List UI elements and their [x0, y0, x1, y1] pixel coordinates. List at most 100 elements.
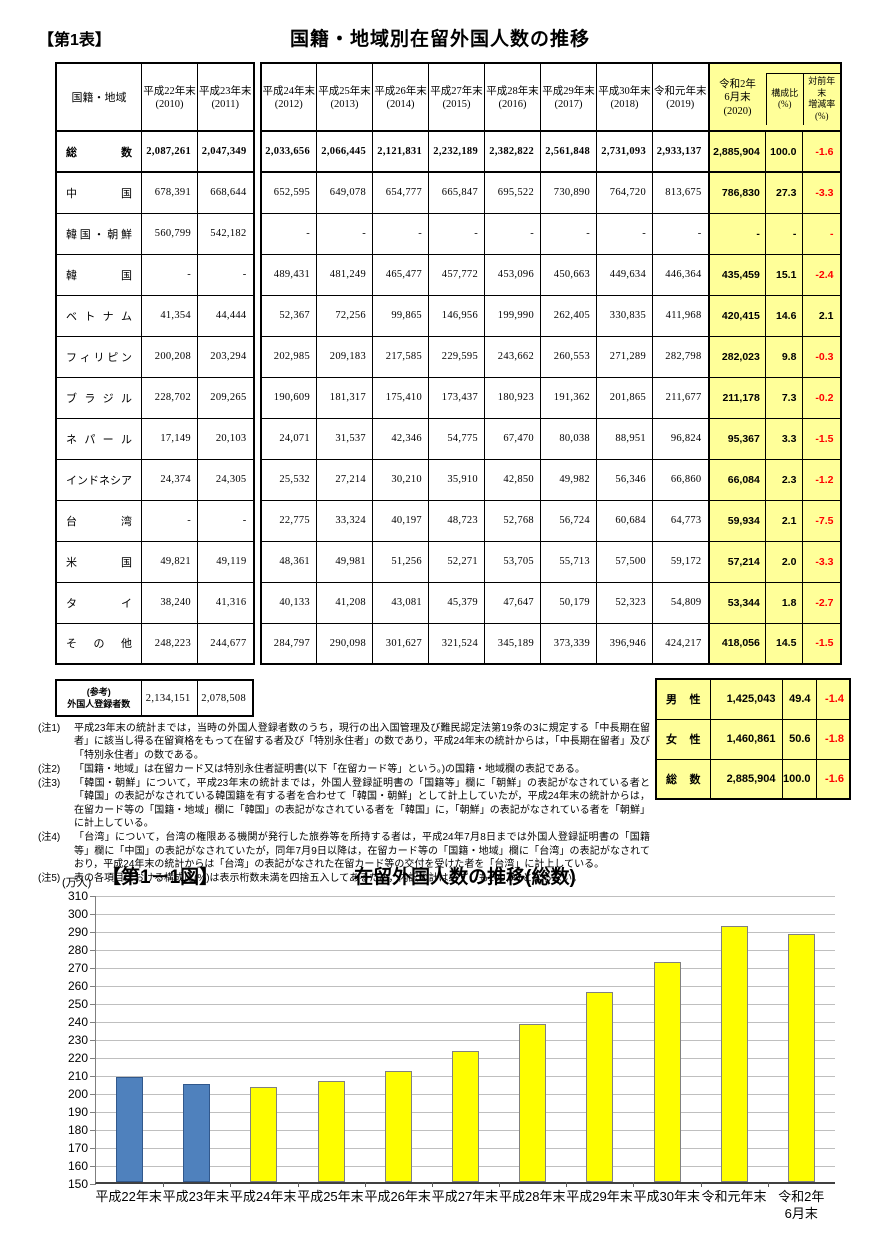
footnote-text: 「国籍・地域」は在留カード又は特別永住者証明書(以下「在留カード等」という。)の… — [74, 763, 585, 775]
year-column-header: 平成23年末 (2011) — [197, 62, 254, 132]
value-cell: 260,553 — [540, 335, 597, 378]
composition-ratio-cell: 9.8 — [764, 335, 804, 378]
y-axis-tick — [90, 1004, 96, 1005]
footnote-label: (注1) — [38, 723, 61, 734]
composition-ratio-cell: 2.3 — [764, 458, 804, 501]
value-cell: - — [316, 212, 373, 255]
y-axis-label: 190 — [67, 1105, 88, 1119]
value-cell: 199,990 — [484, 294, 541, 337]
region-name-cell: ブラジル — [55, 376, 142, 419]
chart-header: (万人) 【第1－1図】 在留外国人数の推移(総数) — [40, 862, 840, 890]
latest-value-cell: 59,934 — [707, 499, 766, 542]
year-column-header: 平成26年末 (2014) — [372, 62, 429, 132]
bar-slot — [365, 896, 432, 1182]
value-cell: 41,354 — [141, 294, 198, 337]
x-axis-tick — [163, 1182, 165, 1187]
value-cell: 35,910 — [428, 458, 485, 501]
bar-slot — [701, 896, 768, 1182]
y-axis-unit-label: (万人) — [62, 877, 92, 889]
gridline — [96, 1022, 835, 1023]
footnote-label: (注4) — [38, 832, 61, 844]
composition-ratio-header: 構成比 (%) — [771, 87, 799, 110]
gridline — [96, 1004, 835, 1005]
change-rate-cell: -1.5 — [802, 417, 841, 460]
change-rate-cell: -0.3 — [802, 335, 841, 378]
table-row: ----------- — [260, 212, 841, 255]
value-cell: 146,956 — [428, 294, 485, 337]
x-axis-label: 平成25年末 — [297, 1189, 364, 1204]
value-cell: 560,799 — [141, 212, 198, 255]
year-column-header: 令和元年末 (2019) — [652, 62, 709, 132]
gridline — [96, 1040, 835, 1041]
x-axis-label: 平成23年末 — [162, 1189, 230, 1204]
value-cell: 44,444 — [197, 294, 254, 337]
era-label: 平成22年末 — [143, 85, 196, 97]
x-axis-tick — [700, 1182, 702, 1187]
chart-bar — [720, 925, 748, 1182]
y-axis: 310 300 290 280 270 260 250 240 230 220 210 200 190 1… — [40, 889, 88, 1191]
value-cell: 396,946 — [596, 622, 653, 665]
table-row: 52,367 72,256 99,865 146,956 199,990 262,405 3… — [260, 294, 841, 337]
x-axis-label: 平成30年末 — [633, 1189, 700, 1204]
year-column-header: 平成27年末 (2015) — [428, 62, 485, 132]
change-rate-cell: -1.6 — [802, 130, 841, 173]
reference-label: (参考) 外国人登録者数 — [55, 679, 142, 717]
y-axis-label: 200 — [67, 1087, 88, 1101]
value-cell: 33,324 — [316, 499, 373, 542]
gender-label-cell: 女性 — [655, 718, 711, 760]
value-cell: 56,346 — [596, 458, 653, 501]
value-cell: 41,208 — [316, 581, 373, 624]
value-cell: 652,595 — [260, 171, 317, 214]
y-axis-tick — [90, 986, 96, 987]
year-column-header: 平成29年末 (2017) — [540, 62, 597, 132]
value-cell: 49,821 — [141, 540, 198, 583]
year-column-header: 平成25年末 (2013) — [316, 62, 373, 132]
value-cell: 24,071 — [260, 417, 317, 460]
bar-slot — [768, 896, 835, 1182]
composition-ratio-cell: 100.0 — [764, 130, 804, 173]
table-row: 2,033,656 2,066,445 2,121,831 2,232,189 2,38… — [260, 130, 841, 173]
composition-ratio-cell: 7.3 — [764, 376, 804, 419]
page-title: 国籍・地域別在留外国人数の推移 — [289, 29, 590, 50]
bar-chart: (万人) 【第1－1図】 在留外国人数の推移(総数) 310 300 290 280 2… — [40, 862, 840, 1223]
region-name: ネパール — [66, 433, 132, 446]
region-name-cell: その他 — [55, 622, 142, 665]
value-cell: 31,537 — [316, 417, 373, 460]
table-row: 韓国-- — [55, 253, 254, 296]
value-cell: 446,364 — [652, 253, 709, 296]
change-rate-cell: -7.5 — [802, 499, 841, 542]
footnote-label: (注3) — [38, 778, 61, 790]
table-row: 台湾-- — [55, 499, 254, 542]
y-axis-tick — [90, 1184, 96, 1185]
plot-wrap: 310 300 290 280 270 260 250 240 230 220 210 200 190 1… — [40, 889, 840, 1191]
year-header-text: 令和元年末 (2019) — [653, 76, 708, 118]
calendar-year-label: (2016) — [498, 99, 527, 110]
x-axis-tick — [230, 1182, 232, 1187]
value-cell: 24,305 — [197, 458, 254, 501]
change-rate-header: 対前年末 増減率 (%) — [803, 73, 840, 125]
value-cell: 542,182 — [197, 212, 254, 255]
value-cell: - — [652, 212, 709, 255]
main-table-left-block: 国籍・地域 平成22年末 (2010) 平成23年末 (2011) 総数 2,087,26… — [55, 62, 255, 665]
value-cell: 489,431 — [260, 253, 317, 296]
year-column-header: 平成22年末 (2010) — [141, 62, 198, 132]
table-row: フィリピン 200,208 203,294 — [55, 335, 254, 378]
footnotes: (注1) 平成23年末の統計までは，当時の外国人登録者数のうち，現行の出入国管理及… — [38, 722, 650, 887]
value-cell: 173,437 — [428, 376, 485, 419]
x-axis-tick — [633, 1182, 635, 1187]
change-rate-cell: 2.1 — [802, 294, 841, 337]
value-cell: 175,410 — [372, 376, 429, 419]
reference-value-cell: 2,134,151 — [140, 679, 198, 717]
y-axis-tick — [90, 1166, 96, 1167]
region-name-cell: フィリピン — [55, 335, 142, 378]
gender-change-cell: -1.4 — [815, 678, 851, 720]
value-cell: 30,210 — [372, 458, 429, 501]
value-cell: 209,265 — [197, 376, 254, 419]
gender-label-cell: 総数 — [655, 758, 711, 800]
latest-value-cell: 435,459 — [707, 253, 766, 296]
gender-change-cell: -1.6 — [815, 758, 851, 800]
value-cell: - — [596, 212, 653, 255]
value-cell: 2,382,822 — [484, 130, 541, 173]
value-cell: 284,797 — [260, 622, 317, 665]
value-cell: 96,824 — [652, 417, 709, 460]
